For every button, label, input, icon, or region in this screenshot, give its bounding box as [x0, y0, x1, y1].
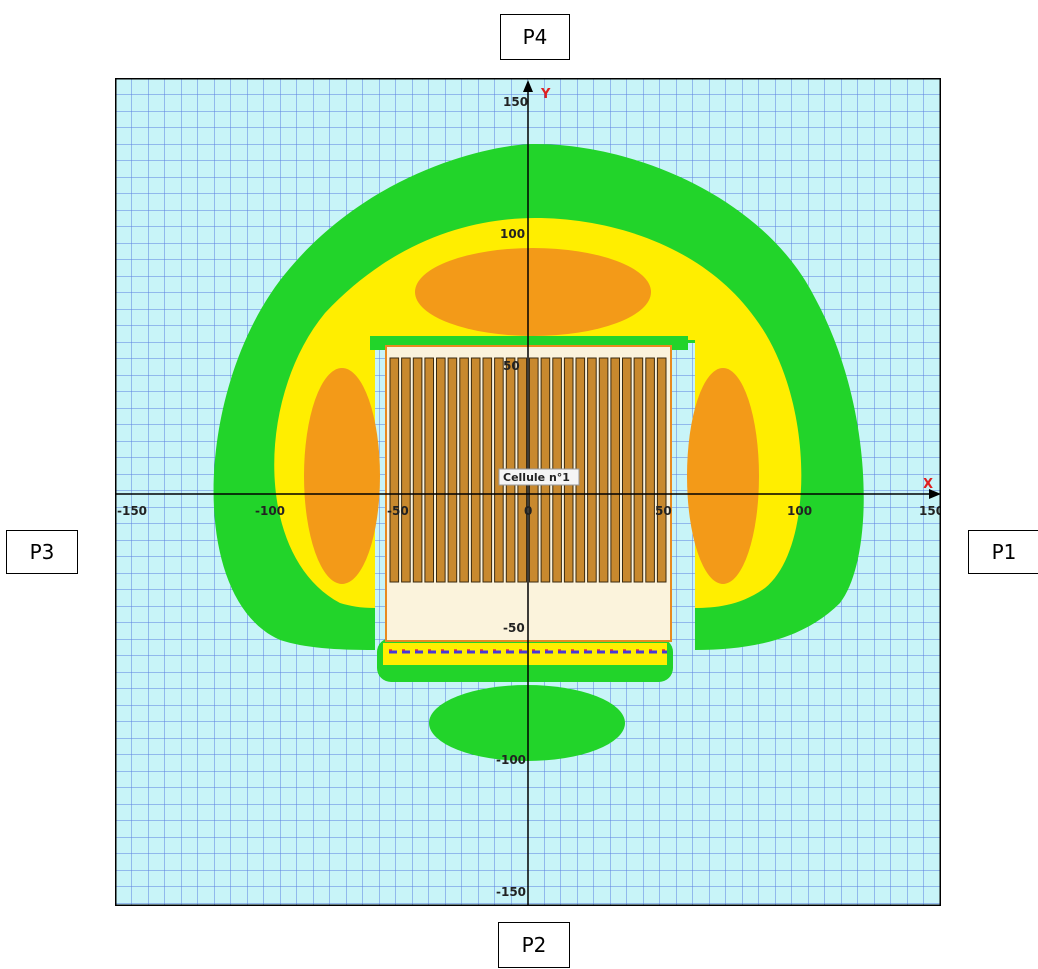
- y-axis-name: Y: [540, 87, 551, 102]
- storage-rack: [598, 357, 609, 583]
- y-tick-labels: 150 100 50 -50 -100 -150: [496, 95, 528, 899]
- heat-flux-map: X Y -150 -100 -50 0 50 100 150 150 100 5…: [115, 78, 941, 906]
- storage-rack: [389, 357, 400, 583]
- x-tick-label: 150: [919, 504, 941, 518]
- yellow-zone: [274, 218, 802, 608]
- storage-rack: [424, 357, 434, 583]
- y-axis-arrow: [523, 80, 533, 92]
- storage-rack: [436, 357, 446, 583]
- x-tick-labels: -150 -100 -50 0 50 100 150: [117, 504, 941, 518]
- label-p1: P1: [968, 530, 1038, 574]
- orange-zone-left: [304, 368, 380, 584]
- storage-rack: [447, 357, 458, 583]
- y-tick-label: 50: [503, 359, 520, 373]
- orange-zone-top: [415, 248, 651, 336]
- y-tick-label: 150: [503, 95, 528, 109]
- x-tick-label: -50: [387, 504, 409, 518]
- label-p2: P2: [498, 922, 570, 968]
- y-tick-label: -150: [496, 885, 526, 899]
- y-tick-label: 100: [500, 227, 525, 241]
- cell-label-box: [498, 468, 580, 486]
- y-tick-label: -50: [503, 621, 525, 635]
- x-tick-label: -100: [255, 504, 285, 518]
- x-tick-label: 50: [655, 504, 672, 518]
- storage-rack: [610, 357, 620, 583]
- cell-label: Cellule n°1: [503, 471, 570, 484]
- x-tick-label: -150: [117, 504, 147, 518]
- label-p4: P4: [500, 14, 570, 60]
- storage-rack: [656, 357, 667, 583]
- x-axis-arrow: [929, 489, 941, 499]
- storage-rack: [470, 357, 481, 583]
- storage-rack: [645, 357, 655, 583]
- storage-rack: [482, 357, 493, 583]
- orange-zone-right: [687, 368, 759, 584]
- yellow-band-cell-bottom: [383, 643, 667, 665]
- storage-rack: [633, 357, 644, 583]
- x-axis-name: X: [923, 477, 933, 492]
- storage-rack: [459, 357, 469, 583]
- x-tick-label: 0: [524, 504, 532, 518]
- green-zone-bottom: [429, 685, 625, 761]
- storage-rack: [412, 357, 423, 583]
- label-p3: P3: [6, 530, 78, 574]
- x-tick-label: 100: [787, 504, 812, 518]
- storage-rack: [587, 357, 597, 583]
- plot-frame: [115, 78, 941, 906]
- storage-rack: [622, 357, 632, 583]
- storage-rack: [401, 357, 411, 583]
- y-tick-label: -100: [496, 753, 526, 767]
